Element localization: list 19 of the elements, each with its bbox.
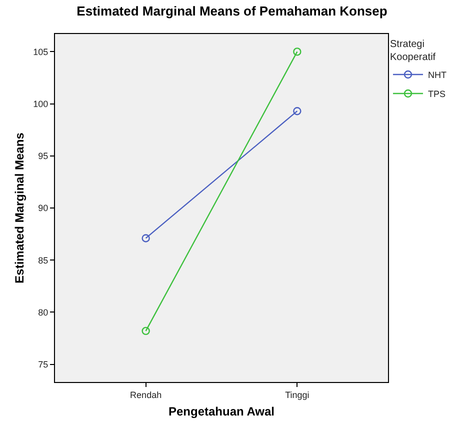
y-tick-label: 100: [33, 98, 48, 109]
x-tick-label: Tinggi: [285, 390, 310, 400]
point: [293, 107, 302, 116]
legend-title: Strategi Kooperatif: [390, 39, 436, 63]
x-tick-label: Rendah: [130, 390, 162, 400]
point: [142, 234, 150, 242]
point: [293, 48, 302, 56]
legend-label: NHT: [428, 70, 447, 80]
y-axis-title: Estimated Marginal Means: [12, 132, 26, 284]
y-tick-label: 80: [38, 307, 48, 318]
y-tick-label: 90: [38, 203, 48, 214]
legend-label: TPS: [428, 89, 446, 100]
chart-title: Estimated Marginal Means of Pemahaman Konsep: [76, 4, 388, 19]
point: [142, 326, 150, 336]
x-axis-title: Pengetahuan Awal: [168, 404, 275, 419]
y-tick-label: 75: [38, 359, 48, 370]
y-tick-label: 105: [33, 46, 48, 57]
y-tick-label: 85: [38, 255, 48, 266]
y-tick-label: 95: [38, 151, 48, 162]
